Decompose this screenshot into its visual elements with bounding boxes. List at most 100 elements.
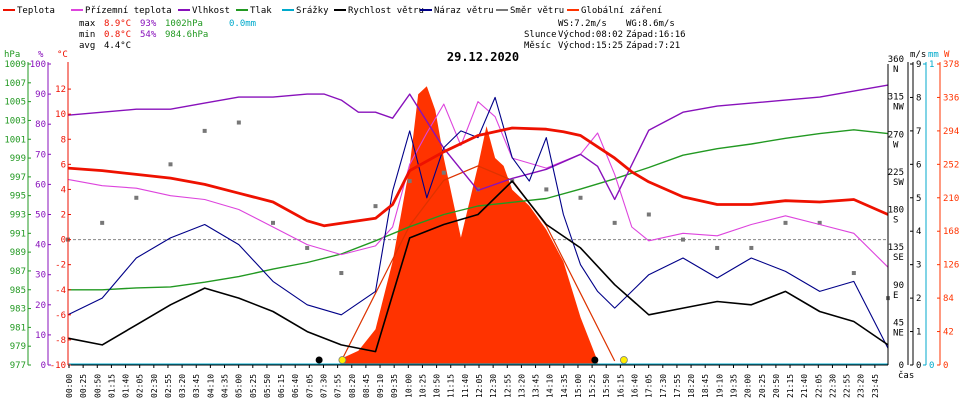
wind-direction-compass-label: SW (893, 178, 904, 188)
series-prizemni-teplota (67, 101, 889, 268)
wind-direction-tick-label: 180 (888, 206, 904, 216)
wind-direction-tick-label: 225 (888, 168, 904, 178)
point-smer-vetru (373, 204, 378, 209)
x-tick-label: 12:55 (503, 374, 512, 398)
wind-direction-tick-label: 45 (893, 318, 904, 328)
x-tick-label: 15:00 (574, 374, 583, 398)
x-tick-label: 02:05 (136, 374, 145, 398)
humidity-axis-label: 90 (35, 90, 46, 100)
x-tick-label: 03:20 (178, 374, 187, 398)
series-globalni-zareni (341, 86, 598, 366)
stat-max-rain: 0.0mm (229, 19, 256, 29)
point-smer-vetru (578, 195, 583, 200)
pressure-axis-label: 987 (10, 267, 26, 277)
x-tick-label: 11:40 (461, 374, 470, 398)
x-tick-label: 14:10 (546, 374, 555, 398)
wind-speed-axis-label: 6 (916, 160, 921, 170)
stat-max-temp: 8.9°C (104, 19, 131, 29)
wind-speed-axis-label: 2 (916, 294, 921, 304)
x-tick-label: 15:50 (602, 374, 611, 398)
point-smer-vetru (134, 195, 139, 200)
x-tick-label: 22:05 (814, 374, 823, 398)
x-tick-label: 05:50 (263, 374, 272, 398)
x-tick-label: 19:35 (730, 374, 739, 398)
humidity-axis-label: 40 (35, 241, 46, 251)
humidity-axis-label: 50 (35, 211, 46, 221)
radiation-axis-label: 378 (943, 60, 959, 70)
radiation-axis-label: 336 (943, 93, 959, 103)
legend-teplota: Teplota (17, 6, 55, 16)
x-tick-label: 10:25 (418, 374, 427, 398)
temperature-axis-label: -8 (55, 336, 66, 346)
wind-speed-axis-label: 4 (916, 227, 921, 237)
point-smer-vetru (441, 170, 446, 175)
x-tick-label: 19:10 (715, 374, 724, 398)
x-tick-label: 20:00 (744, 374, 753, 398)
x-tick-label: 02:30 (150, 374, 159, 398)
x-tick-label: 16:15 (616, 374, 625, 398)
series-vlhkost (67, 84, 889, 201)
humidity-axis-label: 80 (35, 120, 46, 130)
legend-rychlost-vetru: Rychlost větru (348, 6, 424, 16)
moonrise-marker (591, 356, 599, 364)
temperature-axis-label: -6 (55, 311, 66, 321)
x-tick-label: 00:50 (93, 374, 102, 398)
axis-unit-radiation: W (944, 50, 950, 60)
stat-min-label: min (79, 30, 95, 40)
wind-direction-tick-label: 0 (899, 361, 904, 371)
point-smer-vetru (305, 245, 310, 250)
x-tick-label: 07:05 (305, 374, 314, 398)
sunrise-marker (338, 356, 347, 364)
temperature-axis-label: 6 (61, 160, 66, 170)
x-tick-label: 17:30 (659, 374, 668, 398)
x-tick-label: 05:25 (249, 374, 258, 398)
pressure-axis-label: 995 (10, 192, 26, 202)
point-smer-vetru (202, 128, 207, 133)
wind-direction-tick-label: 270 (888, 130, 904, 140)
x-tick-label: 00:25 (79, 374, 88, 398)
radiation-axis-label: 210 (943, 194, 959, 204)
point-smer-vetru (646, 212, 651, 217)
point-smer-vetru (168, 162, 173, 167)
rain-axis-label: 0 (929, 361, 934, 371)
wind-direction-compass-label: W (893, 140, 899, 150)
series-naraz-vetru (67, 96, 889, 349)
x-tick-label: 18:20 (687, 374, 696, 398)
wind-direction-tick-label: 135 (888, 243, 904, 253)
stat-min-temp: 0.8°C (104, 30, 131, 40)
x-tick-label: 23:20 (857, 374, 866, 398)
stat-max-press: 1002hPa (165, 19, 203, 29)
x-tick-label: 08:20 (348, 374, 357, 398)
legend-vlhkost: Vlhkost (192, 6, 230, 16)
point-smer-vetru (100, 220, 105, 225)
x-tick-label: 20:25 (758, 374, 767, 398)
stat-min-hum: 54% (140, 30, 157, 40)
wind-direction-tick-label: 315 (888, 93, 904, 103)
wind-direction-compass-label: NE (893, 328, 904, 338)
x-tick-label: 09:10 (376, 374, 385, 398)
wind-speed-axis-label: 0 (916, 361, 921, 371)
pressure-axis-label: 1003 (4, 116, 26, 126)
info-moonset: Západ:7:21 (626, 41, 680, 51)
legend: Teplota Přízemní teplota Vlhkost Tlak Sr… (3, 6, 662, 16)
pressure-axis-label: 991 (10, 229, 26, 239)
x-tick-label: 23:45 (871, 374, 880, 398)
x-tick-label: 09:35 (390, 374, 399, 398)
stats-block: max 8.9°C 93% 1002hPa 0.0mm min 0.8°C 54… (79, 19, 256, 51)
stat-max-label: max (79, 19, 96, 29)
axis-unit-wind-dir: m/s (910, 50, 926, 60)
point-smer-vetru (817, 220, 822, 225)
humidity-axis-label: 70 (35, 150, 46, 160)
info-block: WS:7.2m/s WG:8.6m/s Slunce Východ:08:02 … (524, 19, 686, 51)
temperature-axis-label: 10 (55, 110, 66, 120)
x-tick-label: 04:10 (206, 374, 215, 398)
moonset-marker (315, 356, 323, 364)
temperature-axis-label: -4 (55, 286, 66, 296)
series-rychlost-vetru (67, 180, 889, 353)
pressure-axis-label: 1007 (4, 79, 26, 89)
info-moon-label: Měsíc (524, 41, 551, 51)
pressure-axis-label: 979 (10, 342, 26, 352)
legend-prizemni-teplota: Přízemní teplota (85, 6, 172, 16)
x-tick-label: 01:15 (107, 374, 116, 398)
axis-unit-humidity: % (38, 50, 44, 60)
